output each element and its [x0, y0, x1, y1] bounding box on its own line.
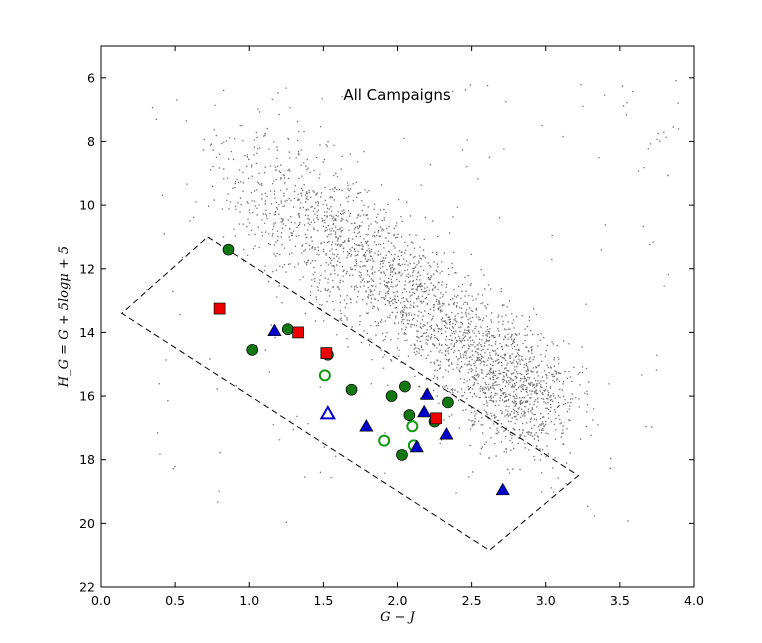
data-point-filled-circle	[281, 323, 294, 336]
x-tick-label: 2.0	[388, 593, 408, 608]
y-tick-label: 16	[79, 389, 95, 404]
y-tick-label: 8	[87, 134, 95, 149]
data-point-filled-triangle	[439, 427, 454, 440]
selection-region	[120, 236, 580, 552]
x-axis-label: G − J	[380, 610, 416, 625]
data-point-filled-circle	[222, 243, 235, 256]
data-point-filled-triangle	[417, 404, 432, 418]
selection-box	[120, 236, 580, 552]
data-point-filled-triangle	[495, 482, 510, 496]
data-point-filled-circle	[345, 383, 358, 396]
data-point-filled-square	[292, 326, 305, 339]
x-tick-label: 0.5	[165, 593, 185, 608]
y-axis-label: H_G = G + 5logμ + 5	[57, 246, 72, 388]
data-point-filled-circle	[396, 449, 408, 461]
data-point-filled-triangle	[420, 387, 435, 400]
y-tick-label: 14	[79, 325, 95, 340]
x-axis-ticks: 0.0 0.5 1.0 1.5 2.0 2.5 3.0 3.5 4.0	[91, 46, 704, 608]
y-tick-label: 6	[87, 70, 95, 85]
data-point-filled-square	[213, 302, 226, 315]
sample-markers	[213, 243, 510, 496]
data-point-filled-square	[430, 412, 442, 425]
background-points	[146, 80, 680, 523]
y-tick-label: 20	[79, 516, 95, 531]
data-point-open-triangle	[319, 405, 337, 420]
data-point-filled-circle	[442, 396, 454, 409]
x-tick-label: 3.0	[536, 593, 556, 608]
x-tick-label: 2.5	[462, 593, 482, 608]
y-tick-label: 12	[79, 261, 95, 276]
y-tick-label: 10	[79, 198, 95, 213]
chart-title: All Campaigns	[343, 86, 451, 104]
y-axis-ticks: 6 8 10 12 14 16 18 20 22	[79, 70, 694, 595]
x-tick-label: 1.5	[313, 593, 333, 608]
plot-frame	[100, 45, 695, 588]
x-tick-label: 0.0	[91, 593, 111, 608]
x-tick-label: 1.0	[239, 593, 259, 608]
data-point-open-circle	[406, 420, 419, 433]
data-point-open-circle	[318, 369, 331, 382]
background-point-cloud	[146, 80, 680, 523]
x-tick-label: 4.0	[684, 593, 704, 608]
data-point-filled-square	[320, 347, 333, 359]
data-point-filled-circle	[385, 390, 398, 402]
data-point-filled-triangle	[409, 439, 424, 453]
x-tick-label: 3.5	[610, 593, 630, 608]
data-point-filled-triangle	[267, 323, 282, 337]
y-tick-label: 18	[79, 452, 95, 467]
y-tick-label: 22	[79, 580, 95, 595]
data-point-filled-triangle	[359, 419, 374, 432]
data-point-filled-circle	[399, 380, 411, 393]
data-point-filled-circle	[246, 344, 259, 356]
data-point-filled-circle	[403, 409, 416, 422]
data-point-open-circle	[378, 434, 391, 447]
